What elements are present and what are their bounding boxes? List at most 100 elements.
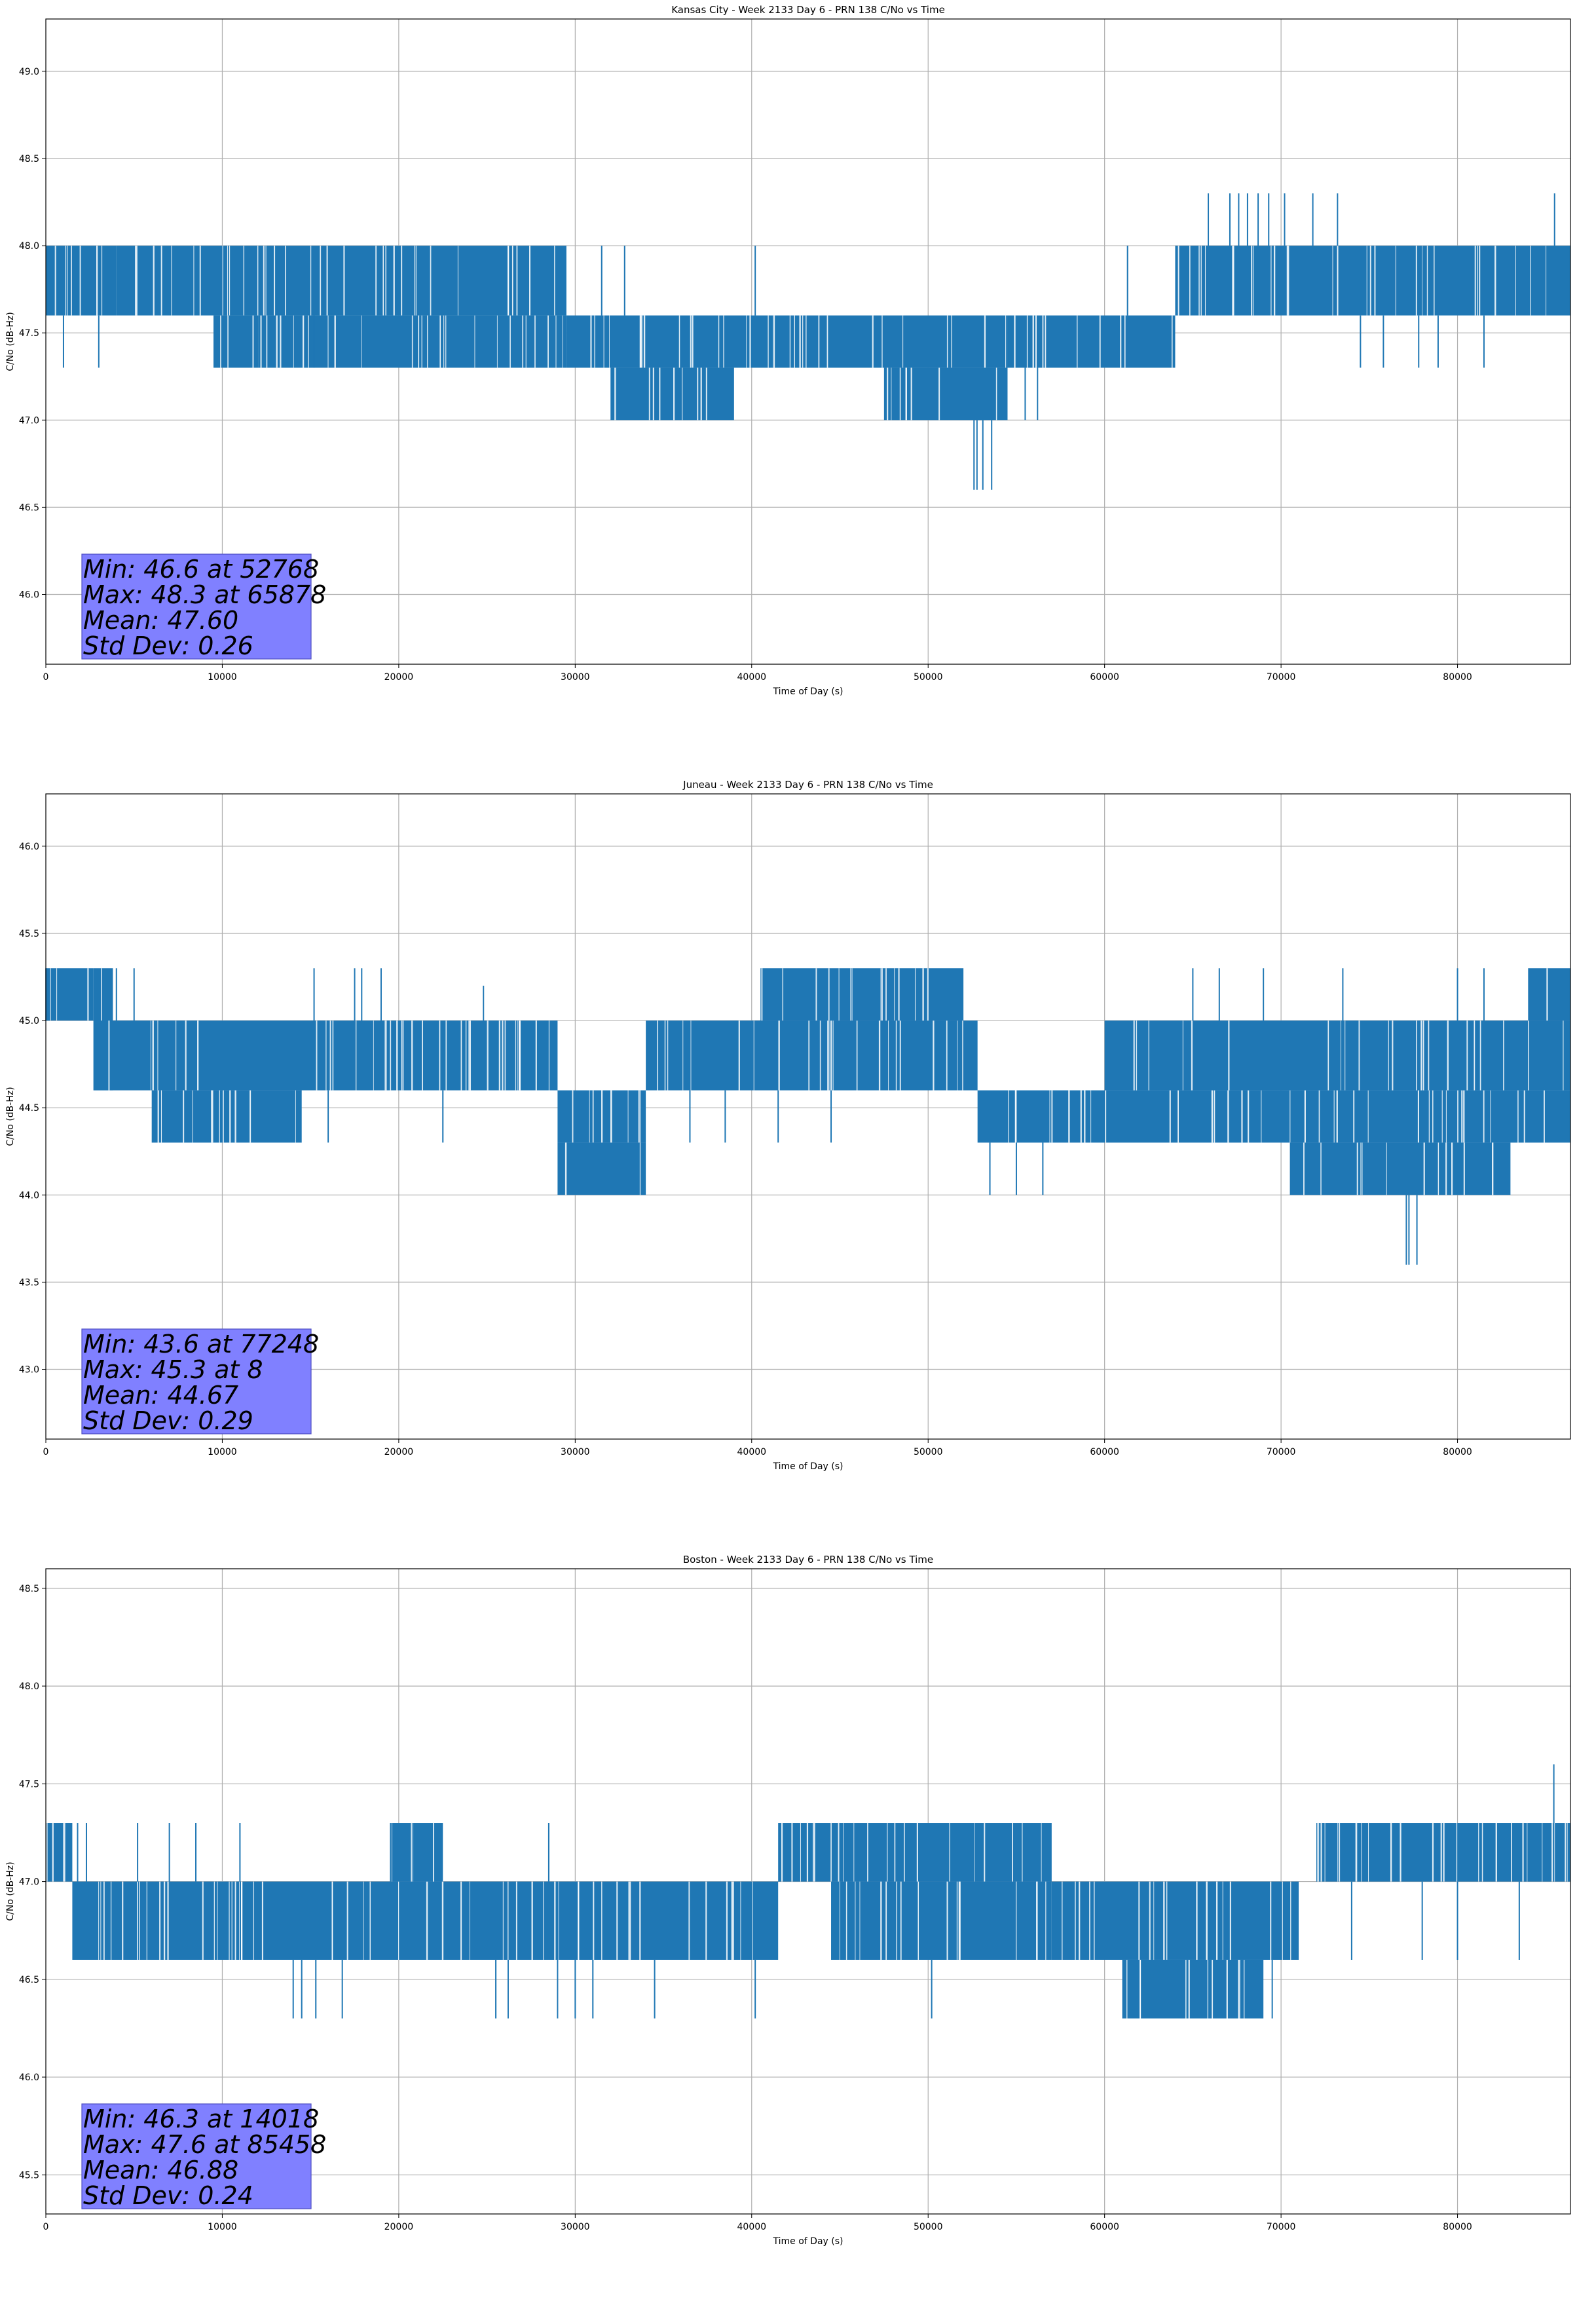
data-gap bbox=[122, 1881, 124, 1960]
data-gap bbox=[234, 1090, 236, 1143]
y-tick-label: 46.0 bbox=[19, 2072, 39, 2083]
data-gap bbox=[1239, 1959, 1240, 2019]
data-gap bbox=[52, 1823, 54, 1882]
data-gap bbox=[1483, 1090, 1485, 1143]
data-gap bbox=[1124, 315, 1125, 368]
data-gap bbox=[885, 1881, 887, 1960]
data-gap bbox=[1479, 246, 1481, 316]
data-gap bbox=[439, 1021, 441, 1091]
stats-line: Std Dev: 0.26 bbox=[83, 631, 253, 660]
data-gap bbox=[1451, 1142, 1453, 1195]
data-gap bbox=[885, 968, 887, 1021]
data-gap bbox=[515, 1021, 517, 1091]
data-gap bbox=[1356, 1142, 1358, 1195]
data-gap bbox=[1191, 1021, 1193, 1091]
y-axis-label: C/No (dB-Hz) bbox=[5, 1862, 16, 1921]
data-gap bbox=[50, 968, 51, 1021]
data-gap bbox=[1447, 1021, 1449, 1091]
y-tick-label: 47.0 bbox=[19, 1877, 39, 1888]
data-gap bbox=[851, 968, 853, 1021]
data-gap bbox=[1105, 1090, 1107, 1143]
data-gap bbox=[690, 315, 692, 368]
data-gap bbox=[441, 1881, 444, 1960]
data-gap bbox=[628, 1881, 630, 1960]
data-gap bbox=[1133, 1021, 1135, 1091]
data-gap bbox=[1080, 1090, 1082, 1143]
data-gap bbox=[778, 1021, 780, 1091]
data-gap bbox=[678, 315, 680, 368]
data-gap bbox=[1211, 1090, 1214, 1143]
data-gap bbox=[614, 367, 616, 421]
data-gap bbox=[504, 1021, 506, 1091]
data-band bbox=[390, 1823, 443, 1882]
data-gap bbox=[460, 1021, 462, 1091]
data-gap bbox=[239, 1881, 240, 1960]
data-gap bbox=[554, 246, 555, 316]
data-gap bbox=[223, 1090, 224, 1143]
data-gap bbox=[815, 968, 817, 1021]
data-gap bbox=[439, 315, 441, 368]
data-gap bbox=[827, 1021, 828, 1091]
data-gap bbox=[266, 315, 268, 368]
data-gap bbox=[1286, 246, 1288, 316]
data-gap bbox=[1248, 1090, 1250, 1143]
data-gap bbox=[385, 246, 386, 316]
data-gap bbox=[1206, 1881, 1208, 1960]
data-gap bbox=[688, 1881, 690, 1960]
data-gap bbox=[197, 1021, 199, 1091]
data-gap bbox=[171, 246, 172, 316]
data-gap bbox=[859, 1881, 861, 1960]
data-gap bbox=[813, 1823, 815, 1882]
juneau-chart: 0 10000 20000 30000 40000 50000 60000 70000 8000… bbox=[5, 779, 1571, 1472]
stats-line: Min: 46.3 at 14018 bbox=[83, 2105, 319, 2133]
y-tick-label: 45.5 bbox=[19, 2170, 39, 2181]
data-gap bbox=[1178, 1090, 1179, 1143]
data-gap bbox=[1386, 1142, 1387, 1195]
data-gap bbox=[732, 1881, 733, 1960]
x-tick-label: 30000 bbox=[561, 1447, 590, 1457]
data-gap bbox=[881, 315, 883, 368]
data-gap bbox=[1474, 1021, 1475, 1091]
data-gap bbox=[498, 1021, 500, 1091]
data-gap bbox=[888, 1021, 889, 1091]
data-gap bbox=[496, 315, 498, 368]
data-gap bbox=[418, 315, 420, 368]
data-gap bbox=[1522, 1823, 1524, 1882]
x-tick-label: 30000 bbox=[561, 2222, 590, 2232]
data-gap bbox=[806, 1823, 809, 1882]
data-gap bbox=[401, 1021, 403, 1091]
data-gap bbox=[1138, 1881, 1140, 1960]
data-gap bbox=[639, 1881, 641, 1960]
data-gap bbox=[1317, 1823, 1318, 1882]
stats-box bbox=[81, 2103, 312, 2209]
data-gap bbox=[718, 315, 720, 368]
y-axis-label: C/No (dB-Hz) bbox=[5, 1087, 16, 1146]
data-gap bbox=[1232, 246, 1234, 316]
data-gap bbox=[517, 1021, 519, 1091]
data-gap bbox=[799, 315, 801, 368]
data-gap bbox=[648, 367, 650, 421]
data-band bbox=[116, 246, 566, 316]
data-gap bbox=[502, 1021, 504, 1091]
data-gap bbox=[1214, 1090, 1215, 1143]
data-gap bbox=[906, 367, 907, 421]
data-gap bbox=[401, 246, 403, 316]
data-gap bbox=[185, 1021, 187, 1091]
data-gap bbox=[153, 246, 155, 316]
y-tick-label: 45.5 bbox=[19, 929, 39, 939]
data-gap bbox=[832, 1021, 834, 1091]
data-gap bbox=[411, 1021, 413, 1091]
data-gap bbox=[808, 1021, 810, 1091]
data-gap bbox=[640, 315, 642, 368]
data-gap bbox=[257, 246, 259, 316]
data-gap bbox=[384, 1021, 386, 1091]
data-gap bbox=[1075, 1881, 1076, 1960]
x-tick-label: 10000 bbox=[208, 672, 237, 683]
data-gap bbox=[1415, 246, 1417, 316]
y-tick-label: 49.0 bbox=[19, 67, 39, 77]
data-gap bbox=[887, 367, 889, 421]
data-band bbox=[1175, 246, 1570, 316]
x-tick-label: 60000 bbox=[1090, 672, 1119, 683]
data-gap bbox=[253, 1881, 255, 1960]
data-gap bbox=[592, 1090, 594, 1143]
